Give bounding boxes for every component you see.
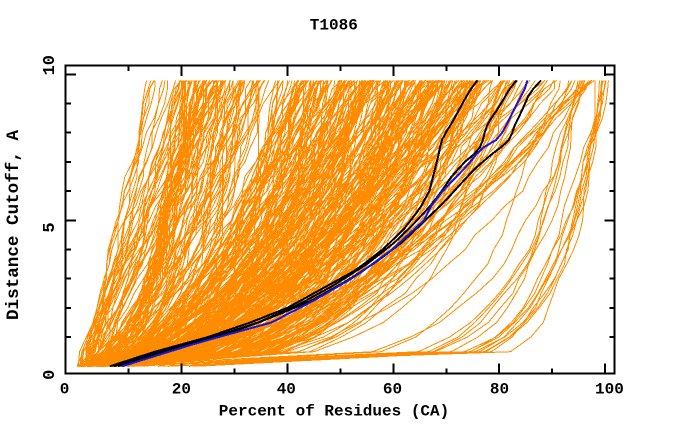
svg-text:40: 40 — [277, 381, 296, 399]
svg-text:20: 20 — [172, 381, 191, 399]
svg-text:0: 0 — [41, 370, 60, 380]
svg-text:Percent of Residues (CA): Percent of Residues (CA) — [219, 403, 449, 421]
svg-text:5: 5 — [41, 222, 60, 232]
svg-text:T1086: T1086 — [310, 17, 358, 35]
svg-text:100: 100 — [595, 381, 624, 399]
svg-text:60: 60 — [383, 381, 402, 399]
svg-text:Distance Cutoff, A: Distance Cutoff, A — [4, 130, 24, 320]
svg-text:10: 10 — [41, 55, 60, 75]
svg-text:80: 80 — [490, 381, 509, 399]
svg-text:0: 0 — [60, 381, 70, 399]
